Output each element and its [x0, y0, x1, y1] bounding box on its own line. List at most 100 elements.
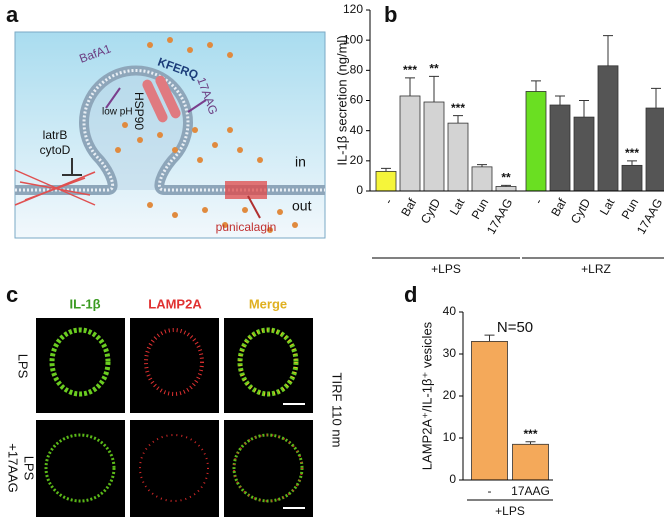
bar	[471, 166, 493, 192]
y-tick-label: 40	[443, 304, 457, 318]
significance: ***	[523, 427, 537, 441]
x-tick-label: -	[488, 484, 492, 498]
panel-label: c	[6, 282, 18, 307]
panel-label: a	[6, 2, 19, 27]
signal	[139, 434, 209, 502]
column-label: LAMP2A	[148, 296, 202, 311]
y-axis-label: LAMP2A⁺/IL-1β⁺ vesicles	[419, 321, 434, 470]
x-tick-label: Lat	[597, 196, 618, 218]
y-tick-label: 0	[449, 472, 456, 486]
hsp90	[155, 75, 181, 119]
error-bar	[555, 95, 565, 106]
error-bar	[627, 160, 637, 166]
label: punicalagin	[216, 220, 277, 234]
signal	[238, 328, 298, 396]
group-label: +LPS	[431, 262, 461, 276]
significance: ***	[403, 63, 417, 77]
y-tick-label: 20	[350, 153, 364, 167]
y-tick-label: 10	[443, 430, 457, 444]
column-label: Merge	[249, 296, 287, 311]
side-label: TIRF 110 nm	[330, 373, 345, 448]
error-bar	[477, 164, 487, 167]
error-bar	[484, 334, 495, 342]
bar	[597, 65, 619, 192]
y-tick-label: 0	[356, 183, 363, 197]
x-tick-label: Baf	[548, 196, 569, 219]
significance: **	[501, 171, 511, 185]
error-bar	[405, 77, 415, 96]
inhibit	[187, 99, 207, 113]
inhibit	[105, 87, 121, 109]
bar	[375, 170, 397, 192]
signal	[44, 433, 116, 503]
signal	[144, 328, 204, 396]
diagram: BafA1 low pH KFERQ HSP90 17AAG latrB cyt…	[14, 31, 326, 239]
significance: ***	[625, 146, 639, 160]
bar	[495, 186, 517, 192]
bar	[471, 340, 508, 481]
x-tick-label: 17AAG	[511, 484, 550, 498]
bar	[399, 95, 421, 192]
label: out	[292, 198, 312, 214]
signal	[233, 434, 303, 502]
y-tick-label: 30	[443, 346, 457, 360]
bar	[621, 164, 643, 192]
x-tick-label: Baf	[398, 196, 419, 219]
label: low pH	[102, 107, 133, 118]
annotation: N=50	[497, 319, 533, 336]
error-bar	[453, 115, 463, 124]
column-label: IL-1β	[69, 296, 100, 311]
micrograph	[130, 318, 219, 413]
error-bar	[531, 80, 541, 92]
y-tick-label: 60	[350, 93, 364, 107]
y-tick-label: 120	[343, 2, 363, 16]
actin	[14, 169, 96, 206]
y-tick-label: 100	[343, 32, 363, 46]
group-label: +LPS	[495, 504, 525, 518]
membrane-inner	[15, 68, 325, 192]
significance: ***	[451, 101, 465, 115]
bar	[512, 443, 549, 481]
y-axis-label: IL-1β secretion (ng/ml)	[334, 35, 349, 165]
y-tick-label: 40	[350, 123, 364, 137]
x-tick-label: Lat	[447, 196, 468, 218]
error-bar	[603, 35, 613, 66]
error-bar	[381, 167, 391, 172]
bar	[423, 101, 445, 192]
inhibit	[247, 195, 261, 219]
panel-label: b	[384, 2, 397, 27]
x-tick-label: CytD	[568, 196, 594, 226]
row-label: +17AAG	[6, 443, 21, 493]
label: HSP90	[132, 92, 146, 130]
bar	[645, 107, 664, 192]
hsp90	[142, 79, 168, 123]
bar	[525, 91, 547, 192]
microscopy: IL-1β LAMP2A Merge LPS LPS +17AAG TIRF 1…	[6, 296, 345, 517]
signal	[49, 327, 111, 397]
significance: **	[429, 62, 439, 76]
bar	[447, 122, 469, 192]
cargo	[115, 37, 298, 233]
error-bar	[525, 441, 536, 445]
row-label: LPS	[22, 456, 37, 481]
micrograph	[130, 420, 219, 517]
error-bar	[579, 100, 589, 118]
label: in	[295, 154, 306, 170]
x-tick-label: -	[381, 196, 395, 206]
group-label: +LRZ	[581, 262, 611, 276]
y-tick-label: 20	[443, 388, 457, 402]
label: latrB	[43, 128, 68, 142]
x-tick-label: -	[531, 196, 545, 206]
pore	[225, 181, 267, 199]
error-bar	[651, 87, 661, 109]
x-tick-label: Pun	[619, 196, 642, 221]
label: cytoD	[40, 143, 71, 157]
y-tick-label: 80	[350, 63, 364, 77]
row-label: LPS	[16, 354, 31, 379]
x-tick-label: CytD	[418, 196, 444, 226]
panel-label: d	[404, 282, 417, 307]
error-bar	[429, 75, 439, 103]
error-bar	[501, 184, 511, 187]
x-tick-label: Pun	[469, 196, 492, 221]
